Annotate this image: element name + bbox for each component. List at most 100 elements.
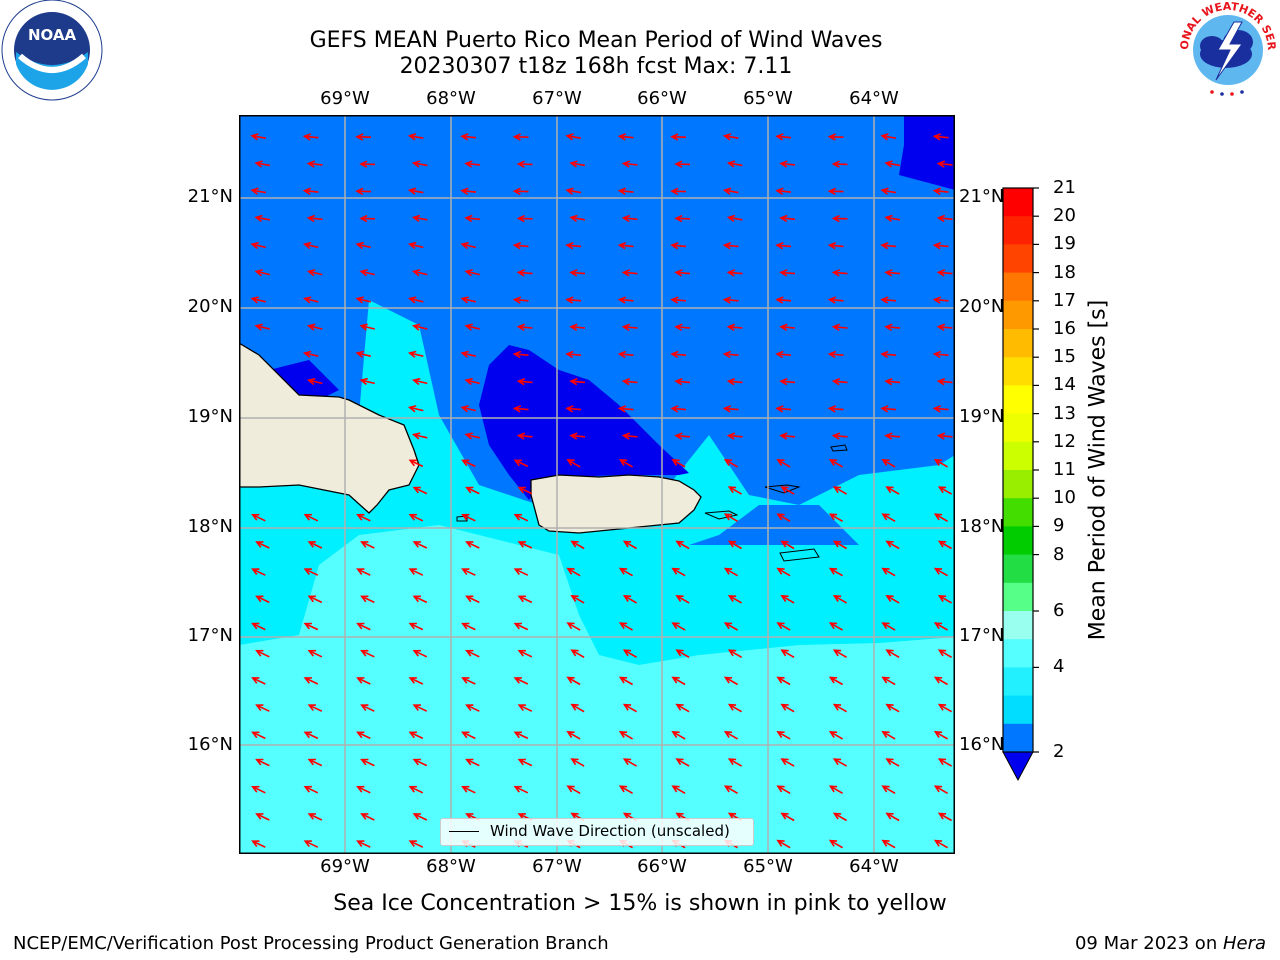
- noaa-logo: NOAA: [1, 0, 103, 101]
- wave-direction-arrow: [303, 731, 319, 740]
- wave-direction-arrow: [880, 187, 897, 195]
- wave-direction-arrow: [302, 350, 319, 358]
- colorbar-segment: [1003, 526, 1033, 556]
- wave-direction-arrow: [464, 323, 480, 331]
- wave-direction-arrow: [622, 649, 637, 658]
- lat-label-right: 20°N: [959, 296, 1005, 317]
- lon-label-bottom: 66°W: [637, 856, 687, 877]
- wave-direction-arrow: [726, 432, 743, 440]
- wave-direction-arrow: [775, 133, 792, 141]
- wave-direction-arrow: [356, 622, 371, 631]
- wave-direction-arrow: [359, 323, 375, 331]
- wave-direction-arrow: [251, 840, 266, 848]
- wave-direction-arrow: [302, 133, 319, 141]
- wave-direction-arrow: [251, 513, 266, 522]
- wave-direction-arrow: [831, 269, 848, 277]
- wave-direction-arrow: [512, 133, 529, 141]
- wave-direction-arrow: [460, 241, 476, 250]
- wave-direction-arrow: [622, 540, 637, 550]
- wave-direction-arrow: [621, 214, 638, 223]
- wave-direction-arrow: [831, 377, 848, 386]
- wave-direction-arrow: [307, 704, 323, 712]
- colorbar-segment: [1003, 216, 1033, 245]
- lon-label-top: 68°W: [426, 88, 476, 109]
- wave-direction-arrow: [303, 513, 319, 522]
- wave-direction-arrow: [723, 785, 738, 794]
- wave-direction-arrow: [674, 323, 691, 331]
- wave-direction-arrow: [884, 432, 901, 440]
- colorbar-tick-label: 14: [1053, 374, 1076, 396]
- wave-direction-arrow: [933, 567, 948, 577]
- wave-direction-arrow: [565, 241, 582, 250]
- wave-direction-arrow: [618, 731, 633, 740]
- wave-direction-arrow: [622, 758, 637, 767]
- wave-direction-arrow: [832, 758, 847, 767]
- svg-text:NOAA: NOAA: [28, 26, 77, 44]
- legend-label: Wind Wave Direction (unscaled): [490, 822, 730, 840]
- wave-direction-arrow: [617, 350, 634, 359]
- wave-direction-arrow: [408, 677, 424, 685]
- wave-direction-arrow: [307, 758, 323, 767]
- wave-direction-arrow: [516, 269, 533, 277]
- wave-direction-arrow: [407, 187, 424, 195]
- lat-label-left: 17°N: [187, 625, 233, 646]
- wave-direction-arrow: [306, 323, 323, 331]
- wave-direction-arrow: [408, 568, 424, 576]
- wave-direction-arrow: [780, 486, 795, 495]
- lon-label-bottom: 64°W: [849, 856, 899, 877]
- colorbar-tick-label: 10: [1053, 487, 1076, 509]
- wave-direction-arrow: [832, 649, 847, 658]
- wave-direction-arrow: [885, 703, 900, 713]
- wave-direction-arrow: [881, 513, 896, 522]
- wave-direction-arrow: [775, 241, 792, 250]
- wave-direction-arrow: [933, 513, 948, 522]
- wave-direction-arrow: [407, 405, 424, 413]
- wave-direction-arrow: [617, 187, 634, 195]
- wave-direction-arrow: [516, 377, 533, 386]
- wave-direction-arrow: [517, 704, 533, 712]
- wave-direction-arrow: [932, 405, 949, 413]
- wave-direction-arrow: [933, 622, 948, 631]
- colorbar-segment: [1003, 272, 1033, 302]
- wave-direction-arrow: [255, 595, 270, 604]
- wave-direction-arrow: [412, 758, 428, 767]
- wave-direction-arrow: [307, 649, 323, 658]
- wave-direction-arrow: [412, 595, 428, 604]
- wave-direction-arrow: [726, 214, 743, 223]
- wave-direction-arrow: [722, 350, 739, 359]
- wave-direction-arrow: [933, 839, 948, 849]
- wave-direction-arrow: [307, 813, 323, 821]
- colorbar-segment: [1003, 357, 1033, 386]
- lat-label-right: 16°N: [959, 734, 1005, 755]
- wave-direction-arrow: [780, 540, 795, 550]
- wave-direction-arrow: [306, 377, 323, 386]
- wave-direction-arrow: [776, 567, 791, 577]
- lon-label-top: 67°W: [532, 88, 582, 109]
- wave-direction-arrow: [569, 432, 586, 440]
- wave-direction-arrow: [675, 595, 690, 604]
- wave-direction-arrow: [513, 731, 529, 740]
- wave-direction-arrow: [565, 405, 582, 413]
- wave-direction-arrow: [356, 731, 371, 740]
- wave-direction-arrow: [828, 785, 843, 794]
- wave-direction-arrow: [832, 540, 847, 550]
- wave-direction-arrow: [670, 296, 687, 304]
- wave-direction-arrow: [670, 187, 687, 196]
- wave-direction-arrow: [832, 812, 847, 822]
- wave-direction-arrow: [779, 269, 796, 277]
- wave-direction-arrow: [355, 296, 371, 304]
- wave-direction-arrow: [407, 296, 424, 304]
- wave-direction-arrow: [356, 513, 371, 522]
- wave-direction-arrow: [881, 459, 896, 468]
- wave-direction-arrow: [933, 785, 948, 794]
- wave-direction-arrow: [566, 676, 581, 686]
- wave-direction-arrow: [251, 622, 266, 631]
- wave-direction-arrow: [570, 595, 585, 604]
- wave-direction-arrow: [255, 649, 270, 658]
- wave-direction-arrow: [408, 785, 424, 794]
- wave-direction-arrow: [827, 405, 844, 413]
- wave-direction-arrow: [936, 160, 953, 168]
- wave-direction-arrow: [937, 540, 952, 550]
- wave-direction-arrow: [251, 785, 266, 794]
- wave-direction-arrow: [465, 541, 480, 549]
